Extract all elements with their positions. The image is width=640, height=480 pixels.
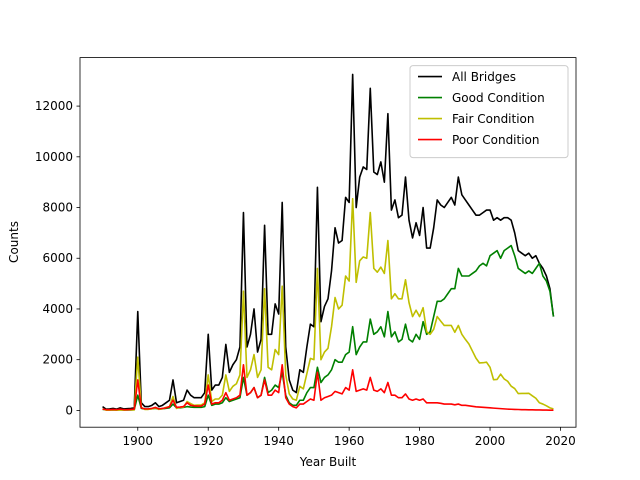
y-tick-label: 8000 (42, 201, 73, 215)
y-tick-label: 4000 (42, 302, 73, 316)
y-tick-label: 0 (65, 403, 73, 417)
series-line (102, 197, 554, 411)
x-tick-label: 1960 (334, 434, 365, 448)
legend-label: Good Condition (452, 91, 545, 105)
series-line (102, 363, 554, 411)
y-tick-label: 10000 (35, 150, 73, 164)
legend-label: Fair Condition (452, 112, 535, 126)
plot-frame (79, 57, 577, 428)
legend-label: Poor Condition (452, 133, 540, 147)
series-line (102, 244, 555, 411)
y-tick-label: 12000 (35, 99, 73, 113)
legend-frame (409, 65, 569, 159)
series-line (102, 73, 555, 410)
y-tick-label: 6000 (42, 251, 73, 265)
x-tick-label: 1940 (263, 434, 294, 448)
x-tick-label: 2000 (475, 434, 506, 448)
legend: All Bridges Good Condition Fair Condition P… (409, 65, 569, 159)
x-tick-label: 1920 (193, 434, 224, 448)
x-axis-label: Year Built (299, 455, 357, 469)
x-tick-label: 1980 (404, 434, 435, 448)
y-axis-label: Counts (7, 221, 21, 263)
x-tick-label: 1900 (122, 434, 153, 448)
y-tick-label: 2000 (42, 353, 73, 367)
legend-label: All Bridges (452, 70, 516, 84)
x-tick-label: 2020 (545, 434, 576, 448)
